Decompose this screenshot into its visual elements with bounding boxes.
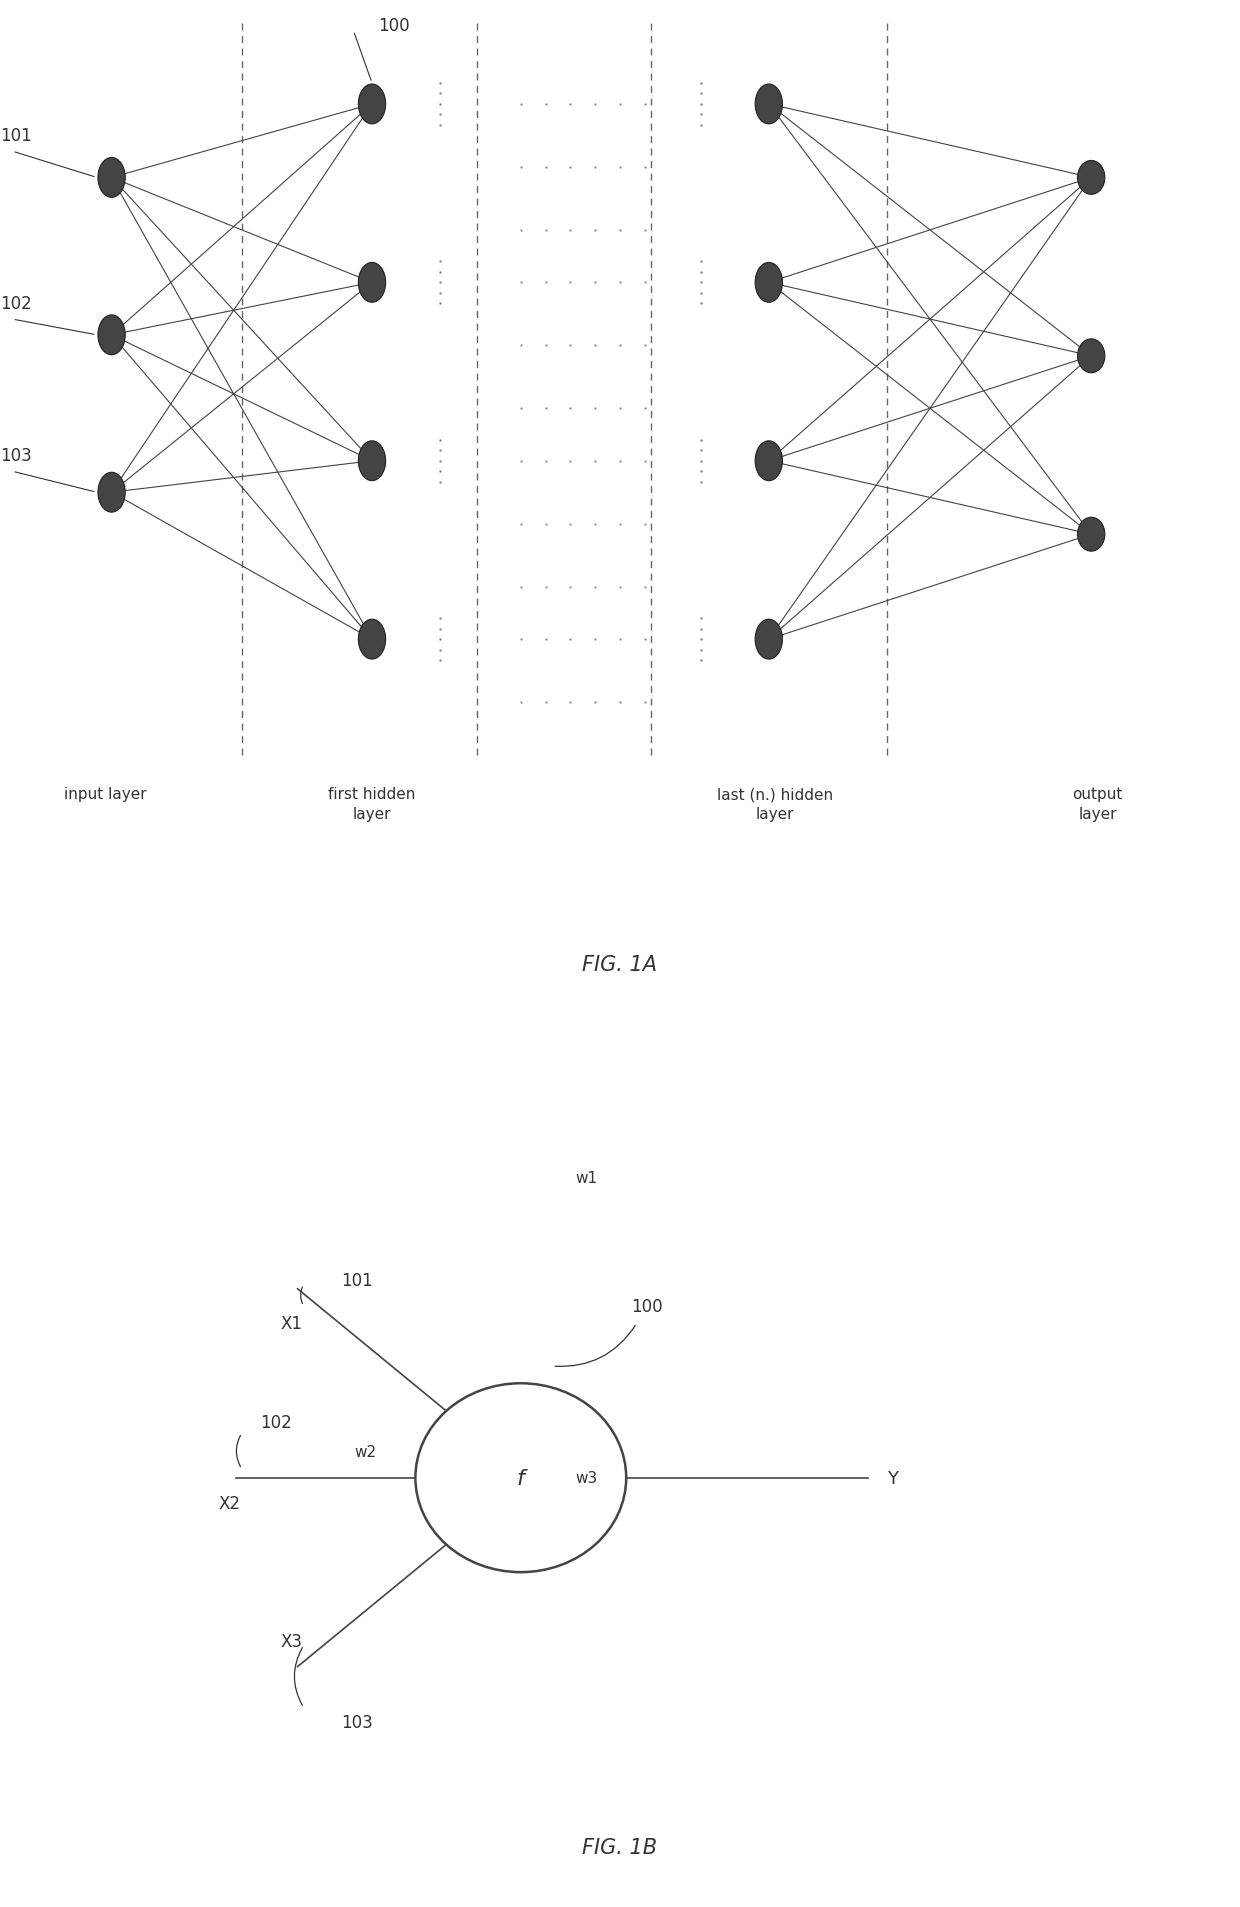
Text: X1: X1	[280, 1314, 303, 1333]
Ellipse shape	[755, 442, 782, 481]
Text: FIG. 1B: FIG. 1B	[583, 1836, 657, 1857]
Ellipse shape	[358, 620, 386, 660]
Ellipse shape	[755, 263, 782, 303]
Ellipse shape	[98, 317, 125, 355]
Text: 102: 102	[260, 1413, 293, 1430]
Text: X3: X3	[280, 1632, 303, 1650]
Ellipse shape	[358, 442, 386, 481]
Text: 103: 103	[0, 448, 32, 465]
Text: w2: w2	[355, 1446, 377, 1459]
Text: 100: 100	[631, 1297, 663, 1316]
Text: 100: 100	[378, 17, 410, 34]
Ellipse shape	[1078, 339, 1105, 374]
Ellipse shape	[755, 86, 782, 124]
Text: input layer: input layer	[64, 788, 146, 801]
Text: output
layer: output layer	[1073, 788, 1122, 822]
Ellipse shape	[98, 158, 125, 198]
Ellipse shape	[1078, 162, 1105, 195]
Text: 101: 101	[0, 128, 32, 145]
Ellipse shape	[755, 620, 782, 660]
Text: f: f	[517, 1468, 525, 1487]
Text: w3: w3	[575, 1470, 598, 1486]
Ellipse shape	[1078, 519, 1105, 551]
Text: w1: w1	[575, 1171, 598, 1186]
Text: X2: X2	[218, 1495, 241, 1512]
Ellipse shape	[98, 473, 125, 513]
Text: FIG. 1A: FIG. 1A	[583, 955, 657, 974]
Text: Y: Y	[887, 1468, 898, 1487]
Text: 101: 101	[341, 1272, 373, 1289]
Text: last (n.) hidden
layer: last (n.) hidden layer	[717, 788, 833, 822]
Text: first hidden
layer: first hidden layer	[329, 788, 415, 822]
Text: 102: 102	[0, 296, 32, 313]
Text: 103: 103	[341, 1714, 373, 1732]
Ellipse shape	[358, 86, 386, 124]
Ellipse shape	[358, 263, 386, 303]
